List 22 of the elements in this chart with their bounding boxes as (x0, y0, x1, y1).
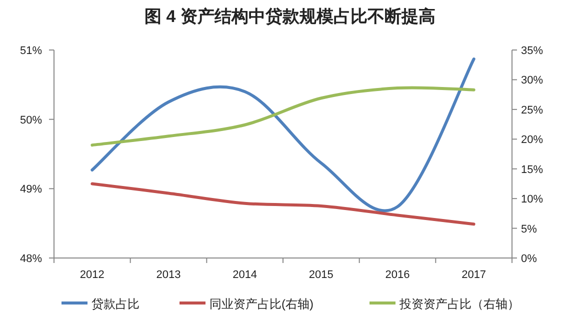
x-tick-label: 2013 (156, 269, 181, 281)
y-tick-label: 48% (20, 253, 42, 265)
y2-tick-label: 0% (521, 253, 538, 265)
x-tick-label: 2012 (80, 269, 104, 281)
x-tick-label: 2016 (385, 269, 410, 281)
x-tick-label: 2017 (462, 269, 486, 281)
legend-label: 投资资产占比（右轴） (398, 297, 520, 311)
legend-label: 贷款占比 (92, 297, 140, 311)
y2-tick-label: 10% (521, 194, 544, 206)
y2-tick-label: 25% (521, 104, 544, 116)
chart-title: 图 4 资产结构中贷款规模占比不断提高 (144, 7, 436, 26)
y-tick-label: 50% (20, 114, 42, 126)
x-tick-label: 2014 (232, 269, 258, 281)
y-tick-label: 51% (20, 45, 42, 57)
y2-tick-label: 20% (521, 134, 544, 146)
y2-tick-label: 35% (521, 45, 544, 57)
y2-tick-label: 5% (521, 223, 538, 236)
y2-tick-label: 15% (521, 164, 544, 176)
x-tick-label: 2015 (308, 269, 334, 281)
y-tick-label: 49% (20, 184, 42, 196)
legend-label: 同业资产占比(右轴) (210, 297, 314, 311)
y2-tick-label: 30% (521, 74, 544, 87)
